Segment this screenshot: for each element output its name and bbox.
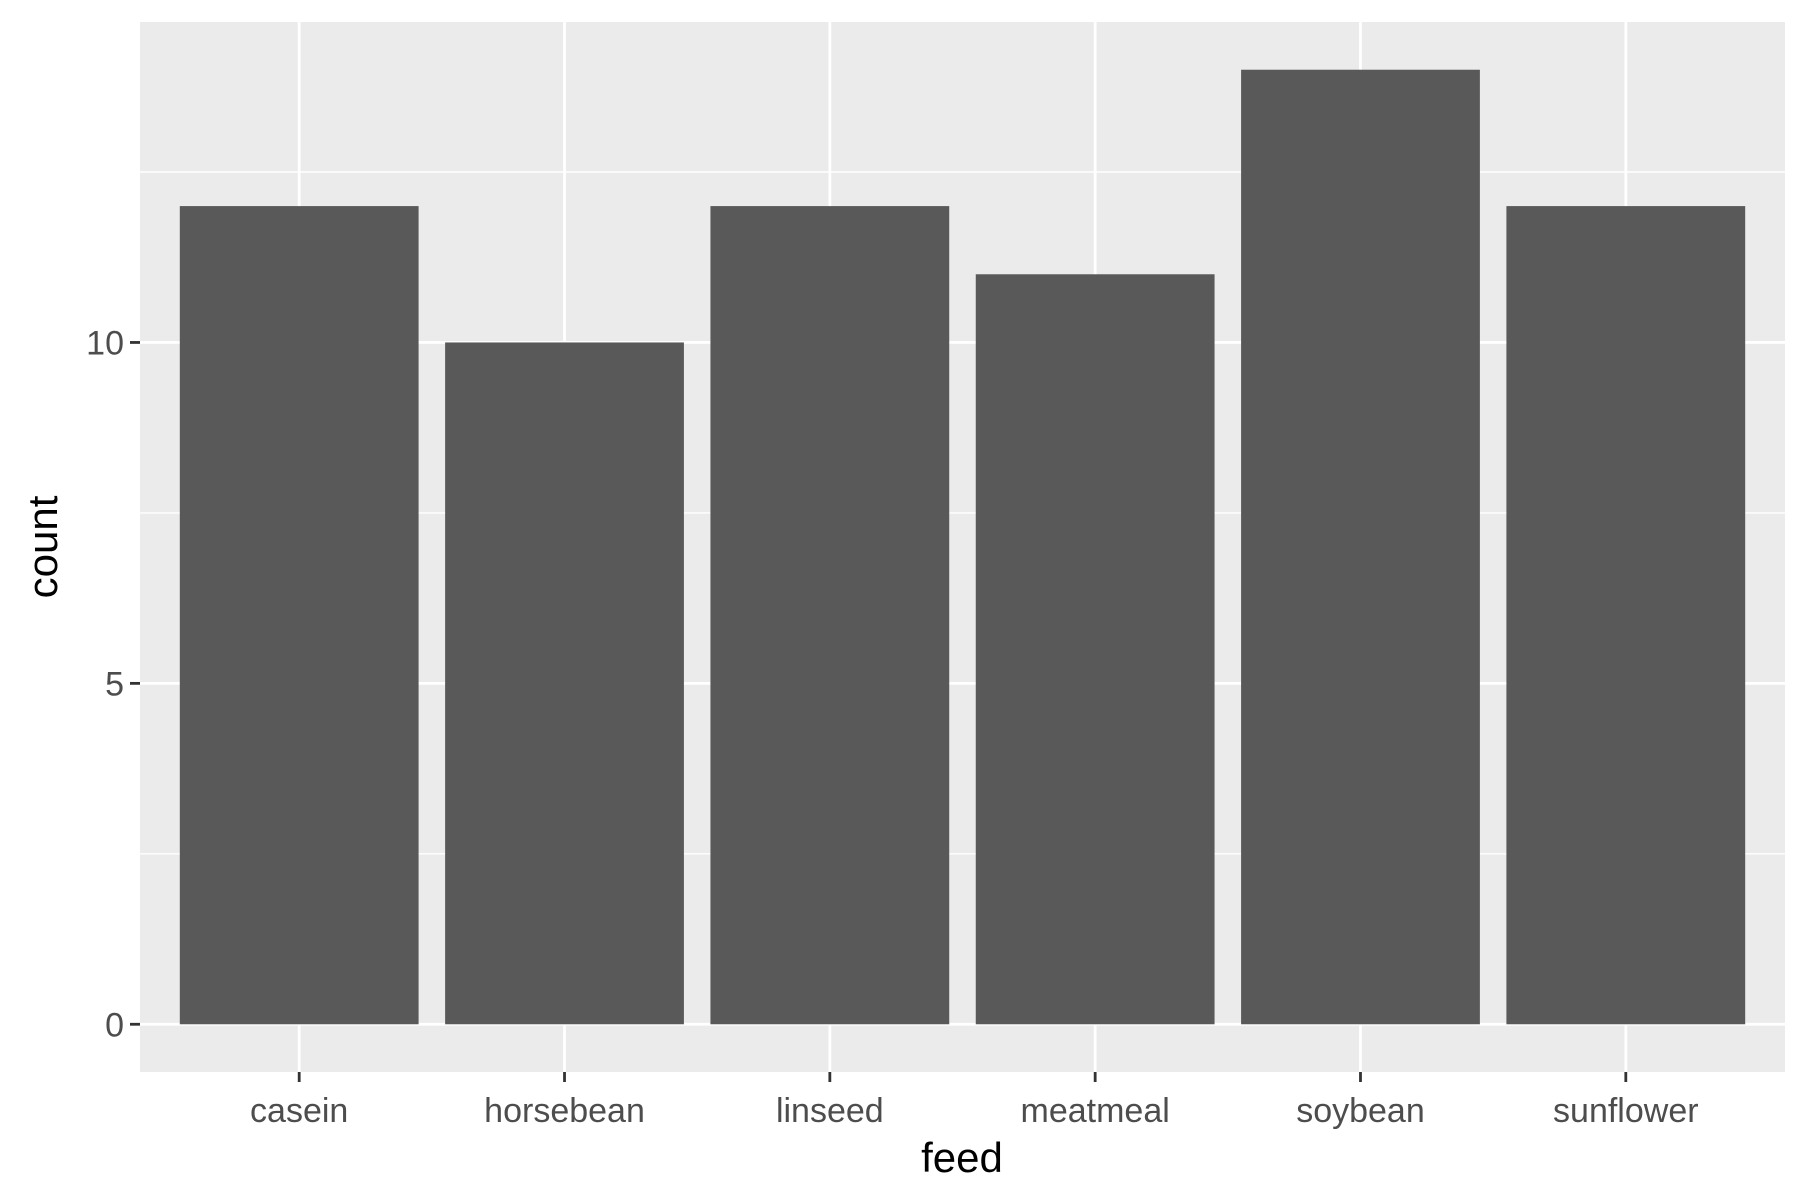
x-tick-label: sunflower bbox=[1553, 1092, 1699, 1130]
y-tick-label: 0 bbox=[105, 1006, 124, 1044]
x-tick-label: horsebean bbox=[484, 1092, 645, 1130]
y-tick-label: 10 bbox=[86, 324, 124, 362]
x-tick-label: meatmeal bbox=[1021, 1092, 1170, 1130]
bar-casein bbox=[179, 206, 419, 1025]
x-axis: casein horsebean linseed meatmeal soybean sun… bbox=[250, 1072, 1699, 1130]
bar-linseed bbox=[710, 206, 950, 1025]
bar-sunflower bbox=[1506, 206, 1746, 1025]
y-tick-label: 5 bbox=[105, 665, 124, 703]
bar-meatmeal bbox=[975, 274, 1215, 1025]
bars bbox=[179, 69, 1746, 1025]
x-tick-label: casein bbox=[250, 1092, 348, 1130]
y-axis-title: count bbox=[19, 495, 66, 598]
y-axis: 0 5 10 bbox=[86, 324, 140, 1044]
bar-soybean bbox=[1241, 69, 1480, 1025]
x-axis-title: feed bbox=[921, 1134, 1003, 1181]
x-tick-label: soybean bbox=[1296, 1092, 1425, 1130]
bar-horsebean bbox=[445, 342, 684, 1025]
x-tick-label: linseed bbox=[776, 1092, 884, 1130]
